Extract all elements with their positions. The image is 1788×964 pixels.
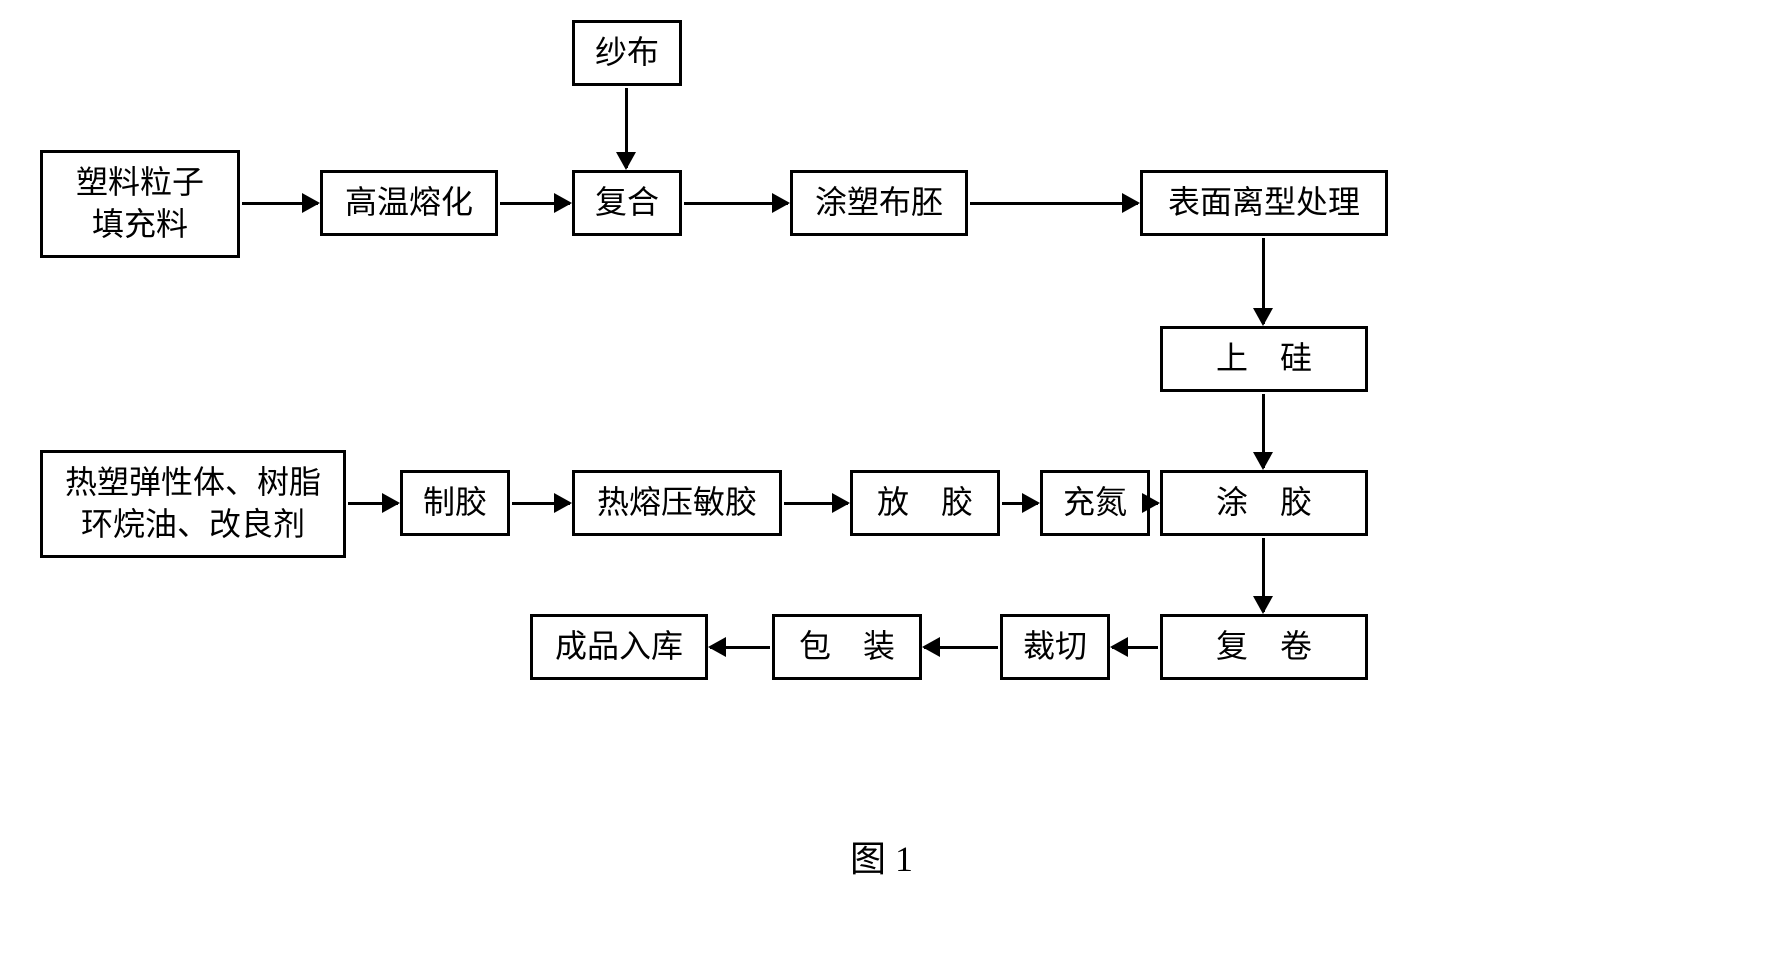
node-surface_release: 表面离型处理 — [1140, 170, 1388, 236]
node-elastomer_mix: 热塑弹性体、树脂 环烷油、改良剂 — [40, 450, 346, 558]
edge-14 — [924, 646, 998, 649]
figure-caption: 图 1 — [850, 830, 913, 882]
edge-9 — [784, 502, 848, 505]
node-gauze: 纱布 — [572, 20, 682, 86]
edge-12 — [1262, 538, 1265, 612]
edge-6 — [1262, 394, 1265, 468]
edge-2 — [500, 202, 570, 205]
node-hot_melt_psa: 热熔压敏胶 — [572, 470, 782, 536]
edge-15 — [710, 646, 770, 649]
edge-13 — [1112, 646, 1158, 649]
node-rewind: 复 卷 — [1160, 614, 1368, 680]
node-composite: 复合 — [572, 170, 682, 236]
node-cut: 裁切 — [1000, 614, 1110, 680]
node-make_glue: 制胶 — [400, 470, 510, 536]
node-package: 包 装 — [772, 614, 922, 680]
edge-7 — [348, 502, 398, 505]
edge-8 — [512, 502, 570, 505]
node-silicone: 上 硅 — [1160, 326, 1368, 392]
node-apply_glue: 涂 胶 — [1160, 470, 1368, 536]
node-coated_blank: 涂塑布胚 — [790, 170, 968, 236]
node-high_temp_melt: 高温熔化 — [320, 170, 498, 236]
edge-0 — [625, 88, 628, 168]
edge-4 — [970, 202, 1138, 205]
edge-1 — [242, 202, 318, 205]
edge-10 — [1002, 502, 1038, 505]
edge-11 — [1152, 502, 1158, 505]
node-warehouse: 成品入库 — [530, 614, 708, 680]
node-release_glue: 放 胶 — [850, 470, 1000, 536]
node-plastic_filler: 塑料粒子 填充料 — [40, 150, 240, 258]
node-nitrogen: 充氮 — [1040, 470, 1150, 536]
edge-3 — [684, 202, 788, 205]
edge-5 — [1262, 238, 1265, 324]
